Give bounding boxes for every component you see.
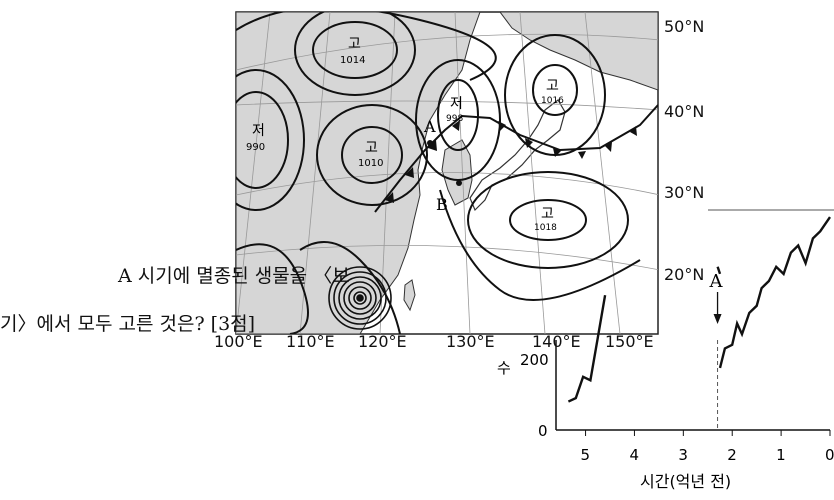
weather-map: 고 1014 저 990 고 1010 저 998 고 1016 고 1018 [208,5,704,351]
lat-label-50: 50°N [664,17,704,36]
lon-label-110: 110°E [286,332,335,351]
chart-x-label: 시간(억년 전) [640,472,731,491]
chart-y-tick-0: 0 [538,422,548,440]
chart-x-tick-0: 0 [825,446,834,464]
chart-annotation-label: A [709,271,724,292]
chart-y-tick-200: 200 [520,351,549,369]
svg-text:990: 990 [246,142,265,153]
longitude-labels: 100°E 110°E 120°E 130°E 140°E 150°E [214,332,654,351]
svg-text:1016: 1016 [541,96,564,106]
chart-x-tick-1: 1 [776,446,786,464]
svg-text:저: 저 [252,123,265,139]
chart-x-tick-4: 4 [629,446,639,464]
question-line-1: A 시기에 멸종된 생물을 〈보 [117,265,350,287]
chart-x-tick-3: 3 [678,446,688,464]
question-line-2: 기〉에서 모두 고른 것은? [3점] [0,313,255,335]
lon-label-120: 120°E [358,332,407,351]
svg-text:1014: 1014 [340,55,365,66]
svg-text:저: 저 [450,96,463,112]
svg-text:고: 고 [546,78,559,94]
svg-text:고: 고 [541,206,554,222]
lon-label-130: 130°E [446,332,495,351]
svg-text:1018: 1018 [534,223,557,233]
svg-text:B: B [436,195,448,214]
svg-text:998: 998 [446,114,463,124]
lat-label-40: 40°N [664,102,704,121]
svg-text:1010: 1010 [358,158,383,169]
chart-x-tick-5: 5 [581,446,591,464]
svg-text:고: 고 [348,36,361,52]
lon-label-150: 150°E [605,332,654,351]
chart-x-tick-2: 2 [727,446,737,464]
lat-label-30: 30°N [664,183,704,202]
svg-text:A: A [423,117,436,136]
latitude-labels: 50°N 40°N 30°N 20°N [664,17,704,284]
lat-label-20: 20°N [664,265,704,284]
svg-text:고: 고 [365,140,378,156]
chart-y-label: 수 [497,359,511,377]
